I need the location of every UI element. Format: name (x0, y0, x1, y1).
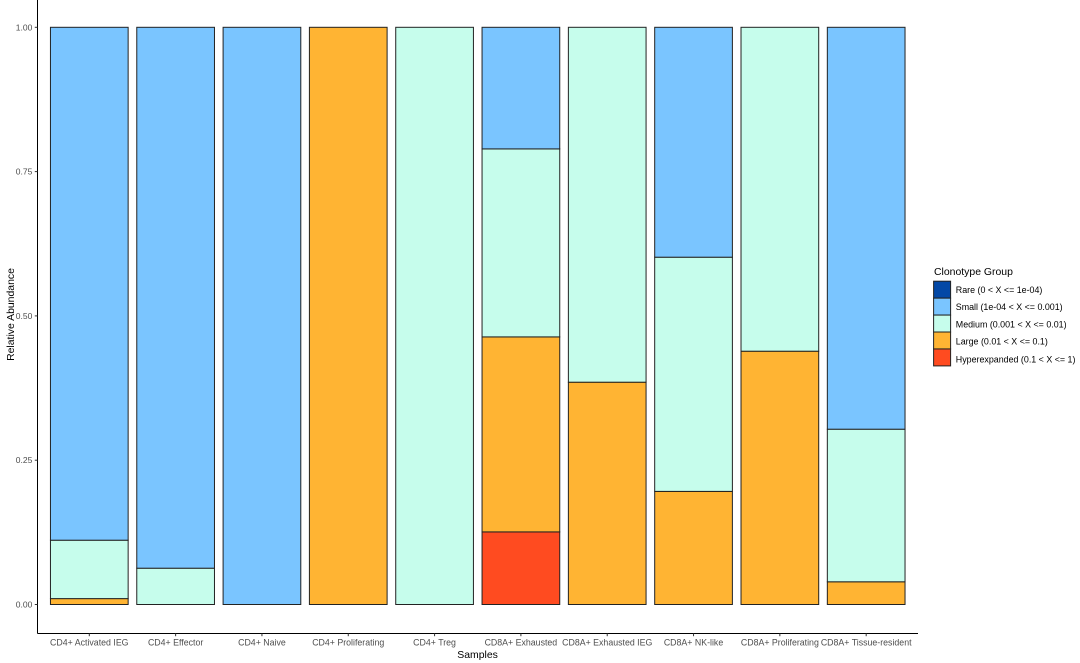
svg-text:Hyperexpanded (0.1 < X <= 1): Hyperexpanded (0.1 < X <= 1) (956, 354, 1076, 364)
svg-text:0.25: 0.25 (16, 455, 33, 465)
svg-text:CD8A+ Tissue-resident: CD8A+ Tissue-resident (821, 638, 912, 648)
svg-text:Relative Abundance: Relative Abundance (6, 268, 17, 361)
svg-text:CD4+ Activated IEG: CD4+ Activated IEG (50, 638, 129, 648)
svg-text:Rare (0 < X <= 1e-04): Rare (0 < X <= 1e-04) (956, 285, 1043, 295)
svg-text:0.75: 0.75 (16, 167, 33, 177)
svg-text:CD4+ Naive: CD4+ Naive (238, 638, 286, 648)
svg-text:0.00: 0.00 (16, 600, 33, 610)
svg-text:Samples: Samples (457, 650, 498, 661)
svg-text:CD8A+ Proliferating: CD8A+ Proliferating (741, 638, 819, 648)
svg-text:0.50: 0.50 (16, 311, 33, 321)
svg-text:CD8A+ Exhausted: CD8A+ Exhausted (485, 638, 558, 648)
svg-text:CD4+ Proliferating: CD4+ Proliferating (312, 638, 384, 648)
svg-text:CD8A+ NK-like: CD8A+ NK-like (664, 638, 724, 648)
svg-text:Large (0.01 < X <= 0.1): Large (0.01 < X <= 0.1) (956, 336, 1048, 346)
svg-text:1.00: 1.00 (16, 22, 33, 32)
svg-text:Medium (0.001 < X <= 0.01): Medium (0.001 < X <= 0.01) (956, 319, 1067, 329)
svg-text:CD4+ Treg: CD4+ Treg (413, 638, 456, 648)
svg-text:CD8A+ Exhausted IEG: CD8A+ Exhausted IEG (562, 638, 652, 648)
svg-text:CD4+ Effector: CD4+ Effector (148, 638, 203, 648)
svg-text:Small (1e-04 < X <= 0.001): Small (1e-04 < X <= 0.001) (956, 302, 1063, 312)
svg-text:Clonotype Group: Clonotype Group (934, 267, 1013, 278)
